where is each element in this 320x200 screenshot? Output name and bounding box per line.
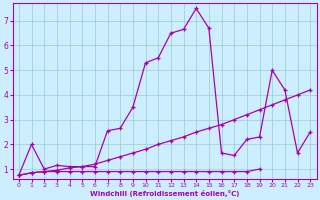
X-axis label: Windchill (Refroidissement éolien,°C): Windchill (Refroidissement éolien,°C) xyxy=(90,190,239,197)
